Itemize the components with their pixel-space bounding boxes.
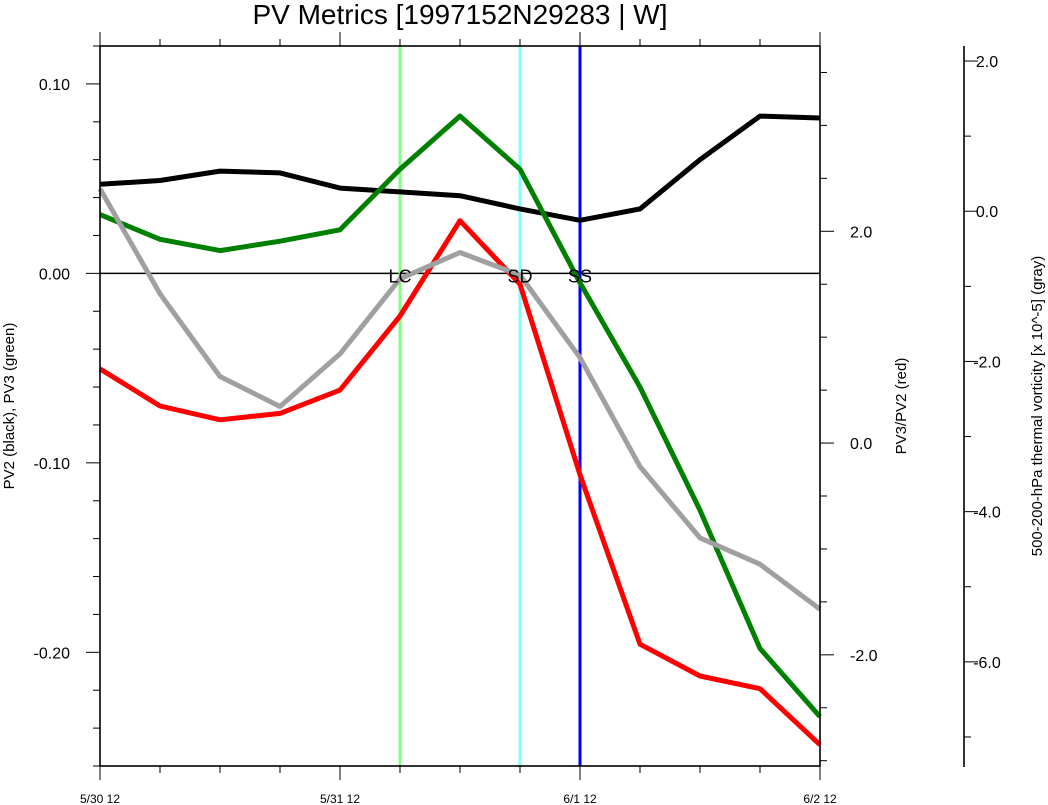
series-line-left-0 xyxy=(99,113,821,223)
right-axis-label: 500-200-hPa thermal vorticity [x 10^-5] … xyxy=(1029,256,1046,557)
x-tick-label: 5/31 12 xyxy=(320,792,360,805)
series-line-left-1 xyxy=(99,113,822,719)
left-tick-label: 0.10 xyxy=(39,77,70,94)
x-tick-label: 6/1 12 xyxy=(563,792,597,805)
right-tick-label: -2.0 xyxy=(973,354,1001,371)
right-tick-label: -6.0 xyxy=(973,655,1001,672)
left-tick-label: -0.20 xyxy=(34,645,71,662)
series-line-right-3 xyxy=(97,187,822,612)
left-tick-label: -0.10 xyxy=(34,456,71,473)
right-tick-label: 0.0 xyxy=(976,204,998,221)
left-tick-label: 0.00 xyxy=(39,266,70,283)
event-label-lc: LC xyxy=(388,266,411,286)
right-tick-label: -4.0 xyxy=(973,505,1001,522)
chart-title: PV Metrics [1997152N29283 | W] xyxy=(252,0,667,30)
mid-tick-label: 0.0 xyxy=(850,436,872,453)
series-line-mid-2 xyxy=(98,218,822,747)
event-label-ss: SS xyxy=(568,266,592,286)
right-tick-label: 2.0 xyxy=(976,54,998,71)
x-tick-label: 5/30 12 xyxy=(80,792,120,805)
mid-tick-label: 2.0 xyxy=(850,224,872,241)
event-label-sd: SD xyxy=(507,266,532,286)
mid-tick-label: -2.0 xyxy=(850,648,878,665)
x-tick-label: 6/2 12 xyxy=(803,792,837,805)
left-axis-label: PV2 (black), PV3 (green) xyxy=(1,323,18,490)
mid-axis-label: PV3/PV2 (red) xyxy=(893,358,910,455)
